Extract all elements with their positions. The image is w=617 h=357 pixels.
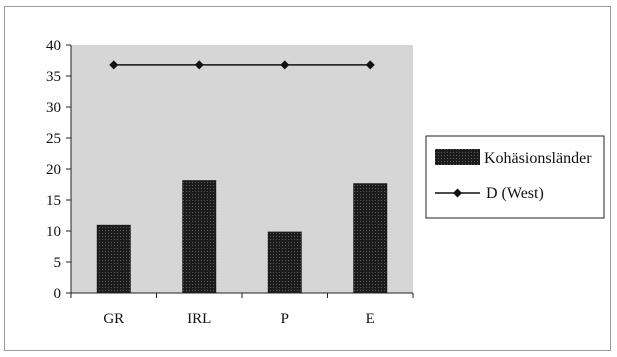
legend-diamond-icon: [453, 188, 462, 198]
x-tick-label: P: [281, 311, 289, 327]
x-ticks: GR IRL P E: [70, 293, 414, 327]
bar-e: [353, 183, 388, 293]
bar-p: [267, 231, 302, 293]
legend-label-d-west: D (West): [486, 185, 544, 202]
y-tick-label: 10: [46, 224, 61, 240]
y-tick-label: 30: [46, 100, 61, 116]
line-point-gr: [109, 60, 119, 70]
bar-irl: [182, 180, 217, 293]
y-tick-label: 35: [46, 69, 61, 85]
x-tick-label: E: [366, 311, 375, 327]
legend-box: [425, 135, 605, 219]
line-point-e: [365, 60, 375, 70]
line-series: [109, 60, 375, 70]
y-tick-label: 0: [54, 286, 62, 302]
legend-label-kohaesionslaender: Kohäsionsländer: [484, 150, 592, 167]
bars: [96, 180, 388, 293]
x-tick-label: GR: [103, 311, 124, 327]
x-tick-label: IRL: [187, 311, 211, 327]
y-tick-label: 5: [54, 255, 62, 271]
y-tick-label: 25: [46, 131, 61, 147]
y-tick-label: 40: [46, 38, 61, 54]
y-tick-label: 20: [46, 162, 61, 178]
line-point-irl: [194, 60, 204, 70]
chart: 0 5 10 15 20 25 30 35 40 GR IRL P E Kohäsionsländer…: [46, 38, 605, 327]
legend: Kohäsionsländer D (West): [425, 135, 605, 219]
y-tick-label: 15: [46, 193, 61, 209]
line-point-p: [280, 60, 290, 70]
chart-frame: 0 5 10 15 20 25 30 35 40 GR IRL P E Kohäsionsländer…: [4, 6, 611, 351]
y-ticks: 0 5 10 15 20 25 30 35 40: [46, 38, 71, 302]
legend-swatch-kohaesionslaender: [435, 149, 480, 165]
bar-gr: [96, 224, 131, 293]
